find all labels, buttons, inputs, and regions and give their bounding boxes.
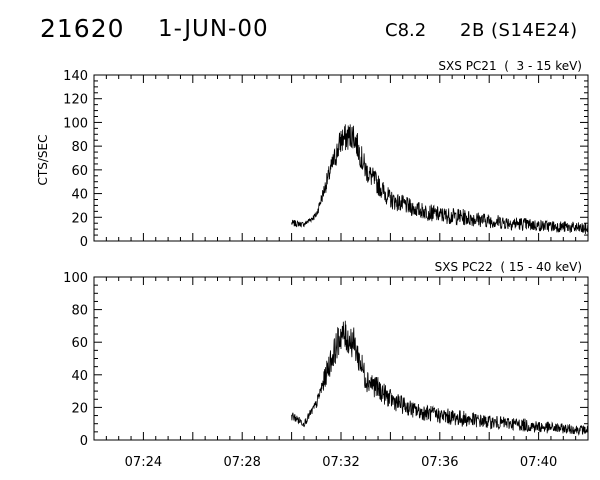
event-id: 21620 <box>40 14 125 43</box>
y-tick-label: 20 <box>71 211 88 226</box>
y-tick-label: 80 <box>71 304 88 319</box>
y-tick-label: 20 <box>71 401 88 416</box>
y-tick-label: 100 <box>63 271 88 286</box>
event-date: 1-JUN-00 <box>158 16 269 42</box>
y-tick-label: 0 <box>80 434 88 449</box>
x-tick-label: 07:32 <box>322 455 359 470</box>
x-tick-label: 07:24 <box>125 455 162 470</box>
plot-frame-1 <box>93 74 589 242</box>
series-line-2 <box>291 320 589 436</box>
x-tick-label: 07:36 <box>421 455 458 470</box>
y-tick-label: 60 <box>71 164 88 179</box>
x-tick-label: 07:40 <box>520 455 557 470</box>
x-tick-label: 07:28 <box>223 455 260 470</box>
series-line-1 <box>291 124 589 235</box>
y-tick-label: 100 <box>63 116 88 131</box>
y-tick-label: 40 <box>71 188 88 203</box>
y-axis-label: CTS/SEC <box>36 135 50 186</box>
panel2-title: SXS PC22 ( 15 - 40 keV) <box>435 260 582 274</box>
panel1-title: SXS PC21 ( 3 - 15 keV) <box>438 59 582 73</box>
flare-class: C8.2 <box>385 20 427 41</box>
plot-frame-2 <box>93 276 589 441</box>
y-tick-label: 120 <box>63 93 88 108</box>
y-tick-label: 60 <box>71 336 88 351</box>
y-tick-label: 80 <box>71 140 88 155</box>
y-tick-label: 40 <box>71 369 88 384</box>
y-tick-label: 0 <box>80 235 88 250</box>
y-tick-label: 140 <box>63 69 88 84</box>
optical-class-region: 2B (S14E24) <box>460 20 578 41</box>
